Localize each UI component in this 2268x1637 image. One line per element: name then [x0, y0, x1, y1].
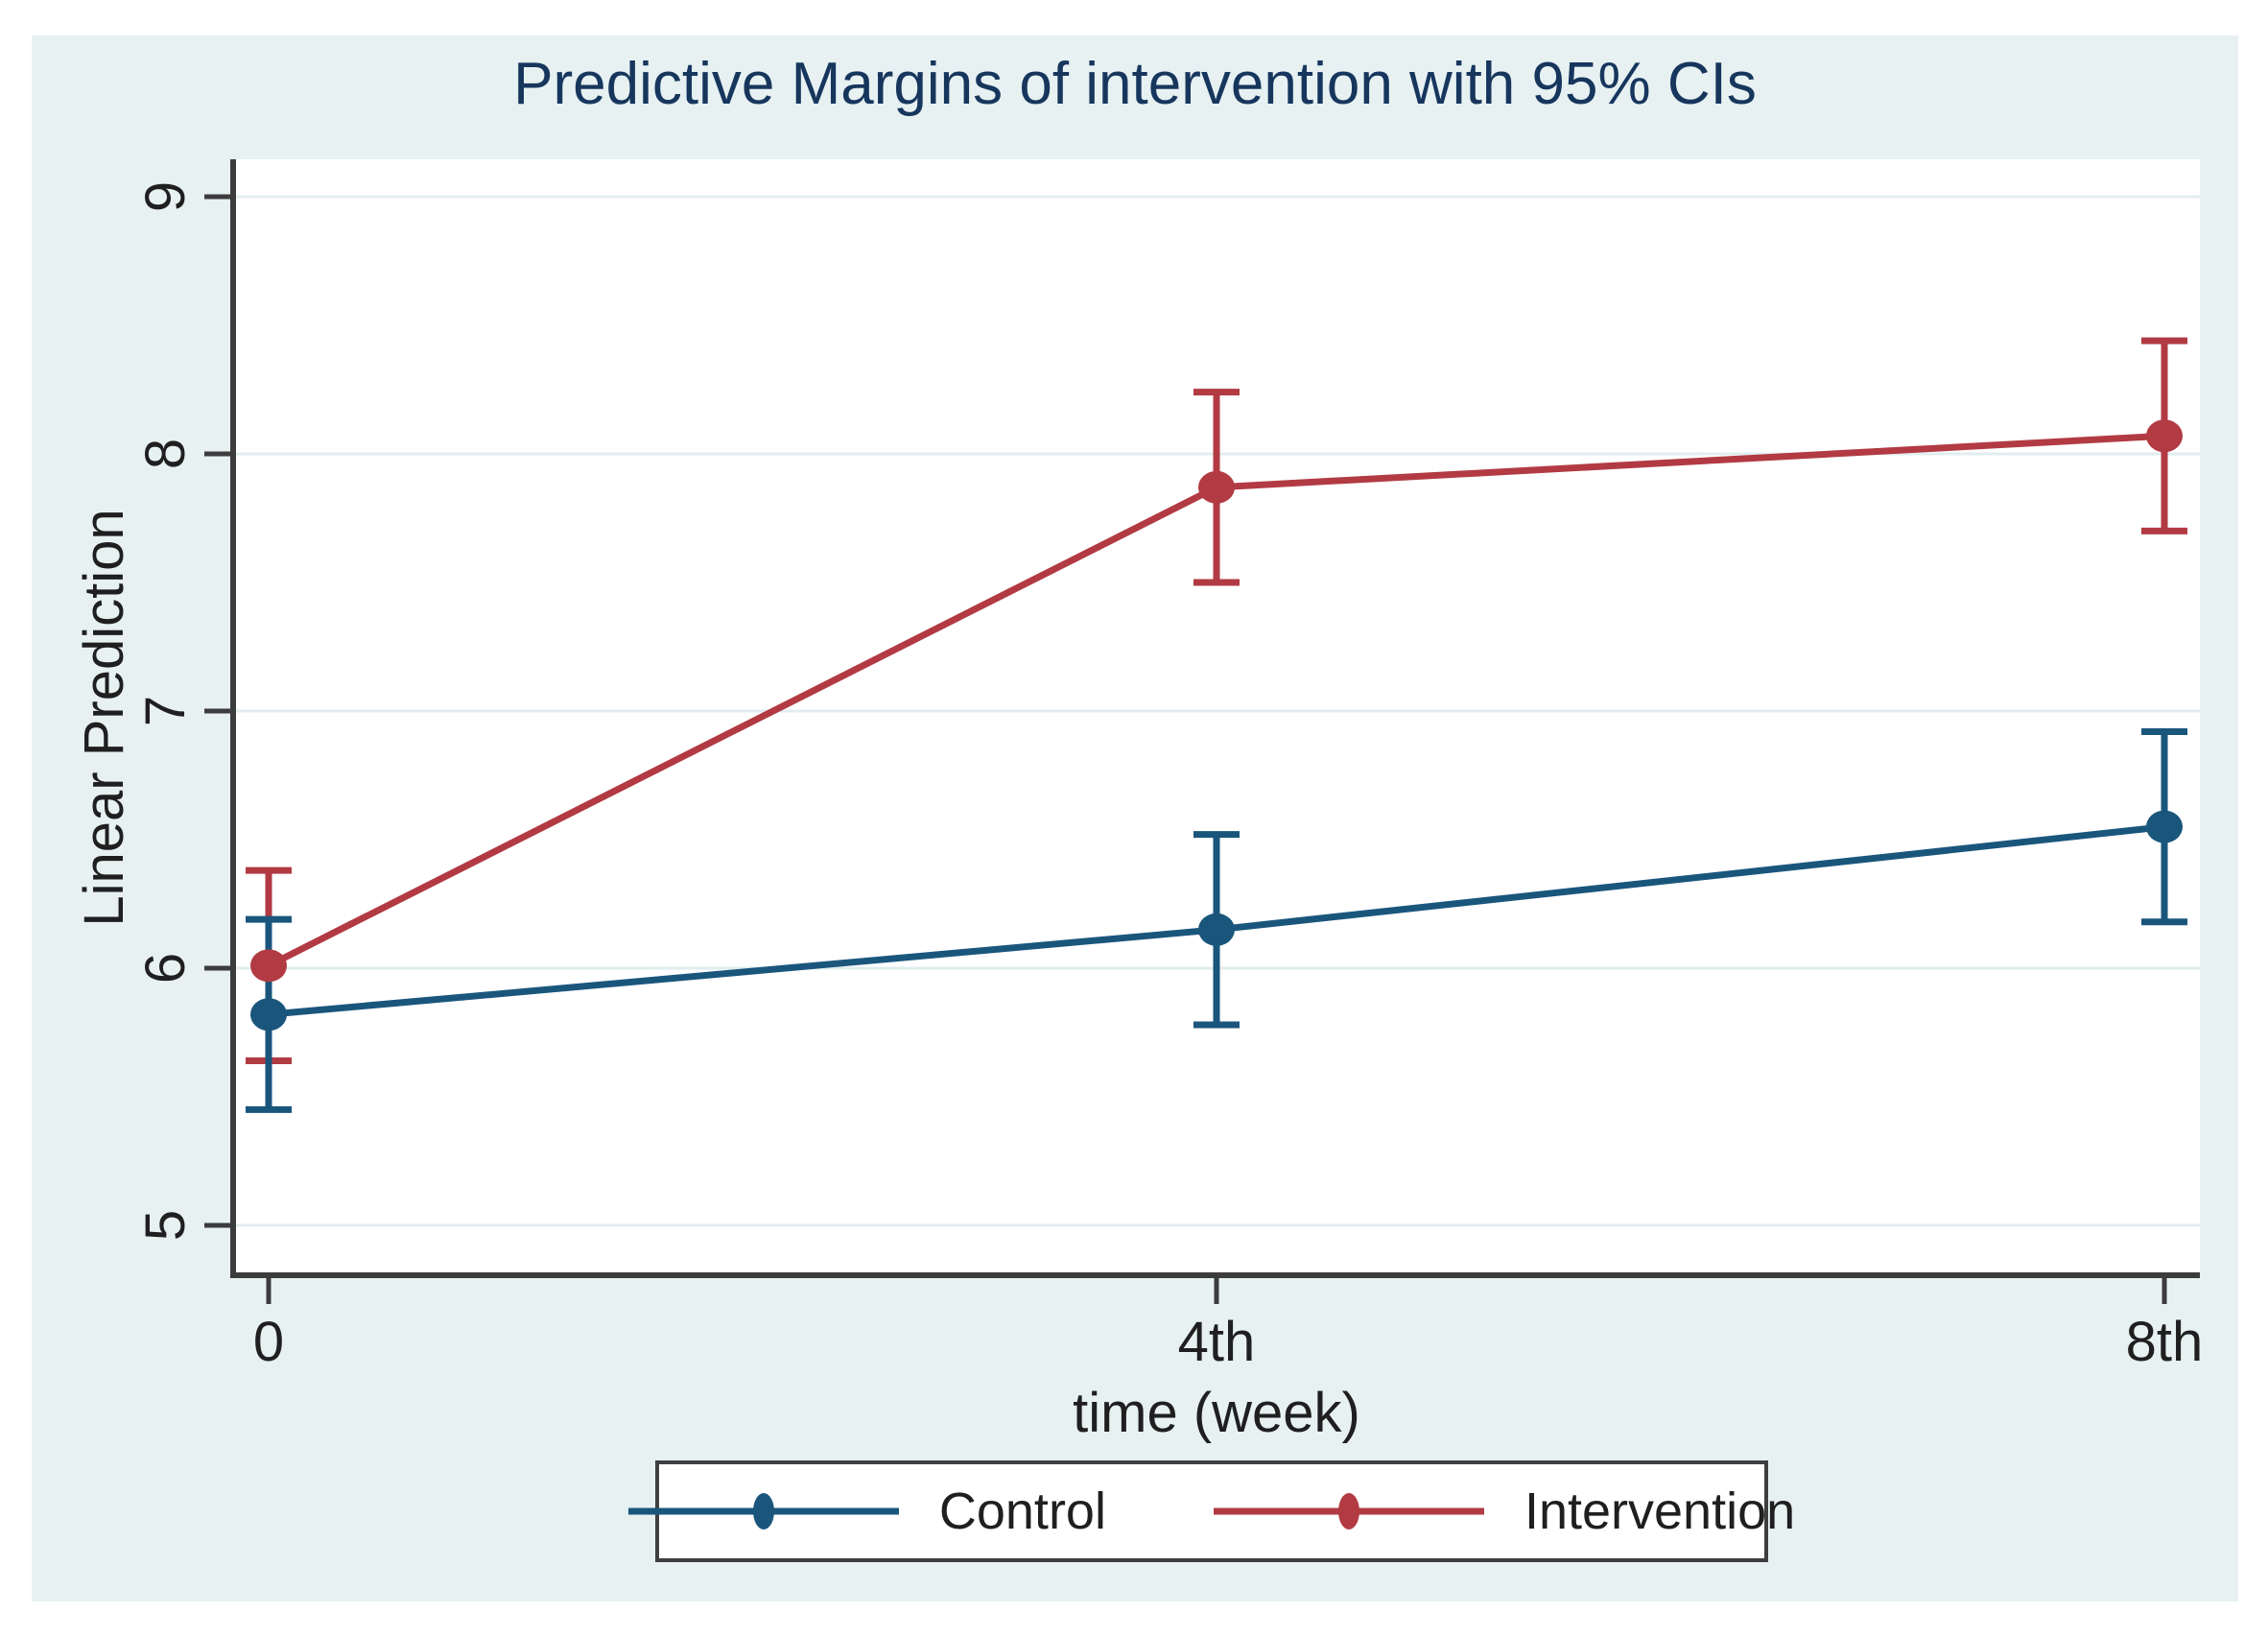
legend-entry-control: Control — [627, 1483, 1106, 1540]
intervention-line-marker-swatch — [1213, 1492, 1484, 1530]
intervention-marker-icon — [1337, 1493, 1359, 1530]
x-tick-label: 0 — [253, 1311, 284, 1373]
legend-entry-intervention: Intervention — [1213, 1483, 1796, 1540]
control-markers — [250, 810, 2183, 1032]
legend-label-control: Control — [938, 1483, 1106, 1540]
y-tick-label: 9 — [134, 181, 197, 212]
control-line-marker-swatch — [627, 1492, 899, 1530]
x-tick-label: 8th — [2126, 1311, 2204, 1373]
y-tick-label: 8 — [134, 439, 197, 469]
x-axis: 0 4th 8th — [253, 1275, 2203, 1373]
x-axis-title: time (week) — [1073, 1382, 1360, 1444]
y-tick-label: 6 — [134, 953, 197, 984]
y-axis-title: Linear Prediction — [73, 509, 135, 926]
y-tick-label: 5 — [134, 1210, 197, 1241]
plot-background — [233, 159, 2200, 1275]
y-axis: 5 6 7 8 9 — [134, 181, 233, 1241]
intervention-markers — [250, 419, 2183, 983]
y-tick-label: 7 — [134, 696, 197, 726]
x-tick-label: 4th — [1178, 1311, 1256, 1373]
control-marker-icon — [752, 1493, 774, 1530]
legend-label-intervention: Intervention — [1524, 1483, 1796, 1540]
chart-title: Predictive Margins of intervention with … — [513, 51, 1757, 117]
legend: Control Intervention — [627, 1460, 1795, 1562]
